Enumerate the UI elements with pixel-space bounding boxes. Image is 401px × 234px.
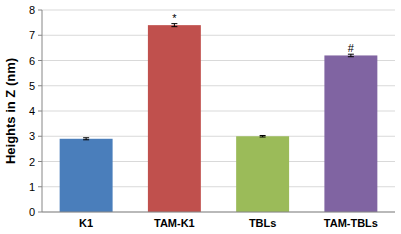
tick-mark (38, 35, 42, 36)
bar (324, 55, 377, 212)
grid-line (42, 212, 395, 213)
category-label: TAM-TBLs (324, 217, 378, 229)
y-axis-title: Heights in Z (nm) (3, 58, 18, 164)
y-axis (42, 10, 43, 212)
tick-label: 0 (29, 206, 35, 218)
tick-mark (38, 161, 42, 162)
error-bar (171, 24, 177, 27)
tick-label: 2 (29, 156, 35, 168)
error-cap (83, 137, 89, 138)
chart: 0 1 2 3 4 5 6 7 8 * # K1 TAM-K1 TBLs TAM-TBLs Heights i… (0, 0, 401, 234)
error-cap (260, 137, 266, 138)
bar (148, 25, 201, 212)
tick-label: 7 (29, 29, 35, 41)
error-bar (260, 135, 266, 137)
error-bar (83, 138, 89, 140)
error-cap (260, 135, 266, 136)
annotation: # (348, 42, 355, 54)
category-label: TBLs (249, 217, 277, 229)
tick-label: 5 (29, 80, 35, 92)
error-bar (348, 54, 354, 57)
bars (60, 24, 378, 212)
error-cap (348, 56, 354, 57)
grid-line (42, 35, 395, 36)
tick-mark (38, 85, 42, 86)
tick-label: 8 (29, 4, 35, 16)
grid-line (42, 10, 395, 11)
category-label: TAM-K1 (154, 217, 195, 229)
tick-mark (38, 111, 42, 112)
category-label: K1 (79, 217, 93, 229)
tick-mark (38, 60, 42, 61)
x-axis (42, 212, 395, 213)
tick-mark (38, 212, 42, 213)
tick-mark (38, 186, 42, 187)
tick-label: 1 (29, 181, 35, 193)
bar (60, 139, 113, 212)
error-cap (83, 139, 89, 140)
annotation: * (172, 12, 177, 24)
tick-label: 6 (29, 55, 35, 67)
error-cap (171, 26, 177, 27)
bar (236, 136, 289, 212)
tick-label: 3 (29, 130, 35, 142)
tick-label: 4 (29, 105, 35, 117)
tick-mark (38, 136, 42, 137)
tick-mark (38, 10, 42, 11)
